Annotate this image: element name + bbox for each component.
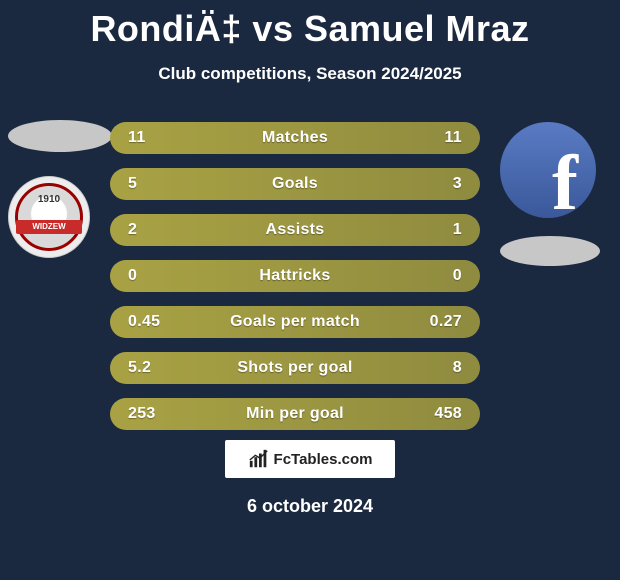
stat-left-value: 2 — [128, 221, 188, 239]
stat-row: 5Goals3 — [110, 168, 480, 200]
crest-band: WIDZEW — [16, 220, 82, 234]
stat-label: Shots per goal — [188, 359, 402, 377]
left-player-badges: 1910 WIDZEW — [8, 120, 112, 258]
stat-row: 0Hattricks0 — [110, 260, 480, 292]
stat-row: 2Assists1 — [110, 214, 480, 246]
stat-label: Matches — [188, 129, 402, 147]
stat-right-value: 0.27 — [402, 313, 462, 331]
crest-year: 1910 — [18, 194, 80, 205]
stat-label: Hattricks — [188, 267, 402, 285]
branding-text: FcTables.com — [274, 451, 373, 468]
player-left-placeholder — [8, 120, 112, 152]
stat-row: 253Min per goal458 — [110, 398, 480, 430]
stat-left-value: 0 — [128, 267, 188, 285]
stat-right-value: 3 — [402, 175, 462, 193]
subtitle: Club competitions, Season 2024/2025 — [0, 64, 620, 84]
right-player-badges: f — [500, 122, 600, 266]
facebook-icon[interactable]: f — [500, 122, 596, 218]
stat-right-value: 1 — [402, 221, 462, 239]
facebook-glyph: f — [552, 144, 578, 222]
chart-icon — [248, 448, 270, 470]
stat-label: Goals — [188, 175, 402, 193]
stat-row: 0.45Goals per match0.27 — [110, 306, 480, 338]
stats-list: 11Matches11 5Goals3 2Assists1 0Hattricks0 0.… — [110, 122, 480, 444]
stat-row: 5.2Shots per goal8 — [110, 352, 480, 384]
club-crest: 1910 WIDZEW — [8, 176, 90, 258]
stat-label: Goals per match — [188, 313, 402, 331]
stat-left-value: 5 — [128, 175, 188, 193]
stat-left-value: 0.45 — [128, 313, 188, 331]
date-label: 6 october 2024 — [0, 496, 620, 517]
branding-link[interactable]: FcTables.com — [225, 440, 395, 478]
stat-left-value: 253 — [128, 405, 188, 423]
stat-right-value: 8 — [402, 359, 462, 377]
stat-right-value: 458 — [402, 405, 462, 423]
stat-right-value: 0 — [402, 267, 462, 285]
stat-right-value: 11 — [402, 129, 462, 147]
stat-label: Min per goal — [188, 405, 402, 423]
stat-row: 11Matches11 — [110, 122, 480, 154]
player-right-placeholder — [500, 236, 600, 266]
page-title: RondiÄ‡ vs Samuel Mraz — [0, 0, 620, 50]
stat-left-value: 11 — [128, 129, 188, 147]
stat-label: Assists — [188, 221, 402, 239]
stat-left-value: 5.2 — [128, 359, 188, 377]
